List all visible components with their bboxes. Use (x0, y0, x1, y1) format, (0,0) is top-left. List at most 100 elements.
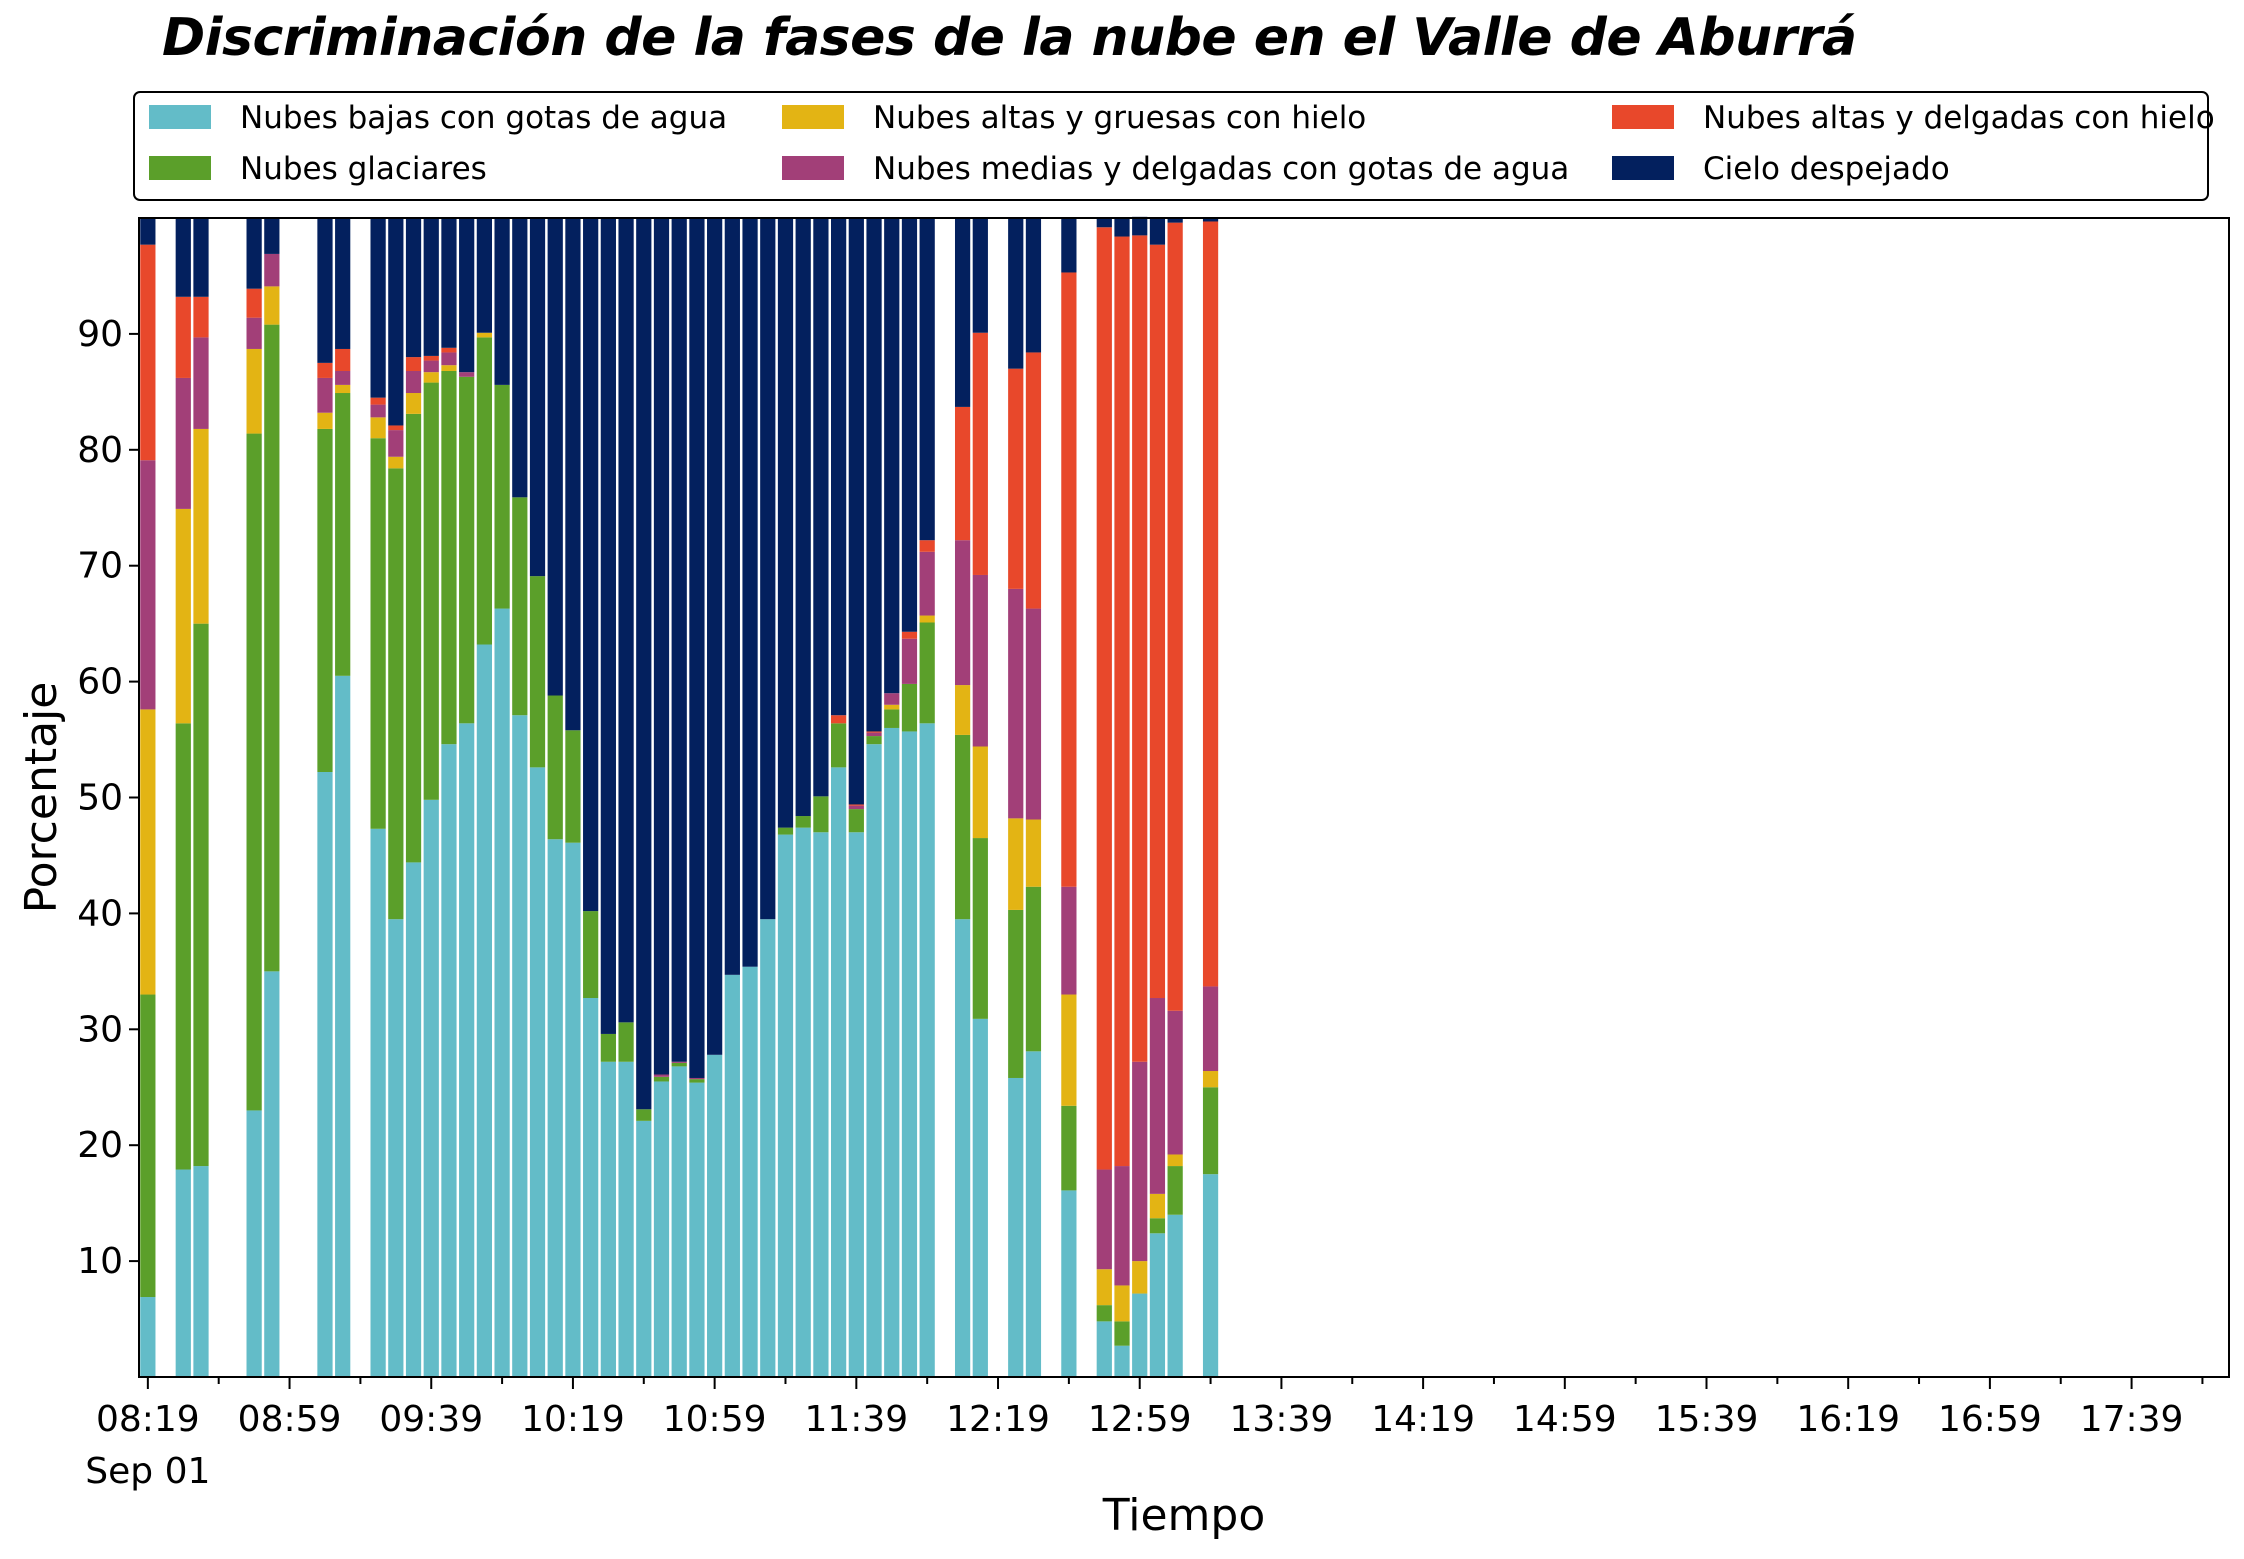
bar-segment-1144-s0 (866, 744, 882, 1377)
bar-segment-1259-s5 (1132, 216, 1148, 236)
bar-segment-0849-s3 (246, 317, 262, 349)
x-axis: 08:19 08:59 09:39 10:19 10:59 11:39 12:19 12:59… (96, 1377, 2204, 1440)
bar-segment-0829-s0 (175, 1169, 191, 1377)
bar-segment-0829-s2 (175, 508, 191, 724)
bar-segment-1224-s2 (1008, 818, 1024, 910)
bar-segment-0929-s0 (388, 919, 404, 1377)
bar-segment-0849-s0 (246, 1110, 262, 1377)
bar-segment-1249-s1 (1096, 1305, 1112, 1322)
bar-segment-0924-s4 (370, 397, 386, 405)
x-tick-label: 08:19 (96, 1399, 200, 1440)
bar-segment-1144-s5 (866, 218, 882, 732)
bar-segment-1139-s3 (848, 805, 864, 810)
y-tick-label: 40 (77, 893, 123, 934)
chart-title: Discriminación de la fases de la nube en… (162, 8, 1857, 68)
bar-segment-1254-s4 (1114, 236, 1130, 1167)
bar-segment-0819-s0 (140, 1297, 156, 1377)
bar-segment-0949-s3 (459, 372, 475, 377)
bar-segment-1024-s1 (583, 911, 599, 999)
bar-segment-1319-s5 (1202, 218, 1219, 222)
legend-label: Nubes glaciares (240, 151, 487, 187)
bar-segment-1029-s1 (600, 1033, 616, 1062)
bar-segment-1229-s1 (1025, 886, 1042, 1052)
bar-segment-1139-s0 (848, 832, 864, 1377)
bar-segment-1124-s1 (795, 816, 811, 828)
y-axis-label: Porcentaje (16, 682, 67, 914)
bar-segment-1259-s0 (1132, 1293, 1148, 1377)
x-tick-label: 15:39 (1655, 1399, 1759, 1440)
bar-segment-0914-s5 (335, 218, 351, 349)
bar-segment-0909-s4 (317, 362, 333, 378)
bar-segment-0949-s5 (459, 218, 475, 373)
legend-swatch (1612, 156, 1674, 180)
bar-segment-1224-s0 (1008, 1077, 1024, 1377)
bar-segment-0939-s5 (423, 218, 439, 356)
bar-segment-1054-s5 (689, 218, 705, 1078)
bar-segment-1239-s5 (1061, 218, 1077, 273)
bars-layer (140, 216, 1219, 1377)
bar-segment-1214-s5 (972, 218, 988, 333)
bar-segment-1214-s2 (972, 746, 988, 839)
bar-segment-1309-s4 (1167, 222, 1183, 1011)
bar-segment-0939-s3 (423, 360, 439, 373)
bar-segment-0854-s2 (264, 286, 280, 325)
bar-segment-1039-s1 (636, 1109, 652, 1121)
bar-segment-1139-s1 (848, 809, 864, 833)
bar-segment-1319-s3 (1202, 986, 1219, 1072)
legend-label: Cielo despejado (1703, 151, 1950, 187)
bar-segment-1254-s5 (1114, 218, 1130, 237)
bar-segment-1319-s2 (1202, 1071, 1219, 1088)
bar-segment-1129-s1 (813, 796, 829, 833)
bar-segment-0909-s5 (317, 218, 333, 363)
bar-segment-1134-s5 (831, 218, 847, 716)
bar-segment-1229-s3 (1025, 608, 1042, 820)
bar-segment-0934-s0 (405, 862, 422, 1377)
bar-segment-1034-s5 (618, 218, 634, 1023)
bar-segment-0939-s4 (423, 355, 439, 361)
bar-segment-0929-s5 (388, 218, 404, 426)
bar-segment-1049-s0 (671, 1066, 687, 1377)
bar-segment-0819-s1 (140, 994, 156, 1298)
x-tick-label: 10:19 (521, 1399, 625, 1440)
bar-segment-1159-s3 (919, 551, 935, 616)
x-tick-label: 10:59 (663, 1399, 767, 1440)
bar-segment-1254-s3 (1114, 1166, 1130, 1286)
y-tick-label: 10 (77, 1241, 123, 1282)
bar-segment-1159-s2 (919, 615, 935, 623)
x-tick-label: 16:19 (1796, 1399, 1900, 1440)
bar-segment-1159-s1 (919, 622, 935, 724)
x-tick-label: 14:19 (1371, 1399, 1475, 1440)
bar-segment-1259-s4 (1132, 235, 1148, 1062)
bar-segment-1254-s0 (1114, 1345, 1130, 1377)
bar-segment-1239-s4 (1061, 272, 1077, 887)
bar-segment-1224-s3 (1008, 588, 1024, 819)
x-tick-label: 09:39 (379, 1399, 483, 1440)
bar-segment-1134-s4 (831, 715, 847, 724)
bar-segment-1119-s0 (777, 834, 794, 1377)
bar-segment-1309-s0 (1167, 1214, 1183, 1377)
bar-segment-1039-s5 (636, 218, 652, 1110)
bar-segment-1119-s1 (777, 827, 794, 835)
bar-segment-1304-s2 (1149, 1193, 1166, 1219)
bar-segment-1144-s4 (866, 731, 882, 733)
bar-segment-1229-s2 (1025, 819, 1042, 887)
legend-label: Nubes altas y gruesas con hielo (873, 100, 1366, 136)
bar-segment-1119-s5 (777, 218, 794, 828)
bar-segment-0854-s5 (264, 218, 280, 254)
bar-segment-1209-s3 (954, 540, 971, 686)
bar-segment-1019-s1 (565, 730, 581, 843)
bar-segment-1139-s5 (848, 218, 864, 805)
bar-segment-1104-s5 (724, 218, 740, 975)
legend-swatch (149, 105, 211, 129)
bar-segment-0849-s2 (246, 348, 262, 434)
bar-segment-0854-s1 (264, 324, 280, 972)
bar-segment-1254-s1 (1114, 1321, 1130, 1346)
bar-segment-1014-s0 (547, 839, 563, 1377)
bar-segment-0929-s4 (388, 425, 404, 431)
bar-segment-0834-s4 (193, 296, 209, 338)
bar-segment-1224-s1 (1008, 909, 1024, 1078)
bar-segment-1134-s0 (831, 767, 847, 1377)
bar-segment-0909-s0 (317, 772, 333, 1377)
bar-segment-0834-s1 (193, 623, 209, 1167)
bar-segment-1319-s1 (1202, 1087, 1219, 1175)
